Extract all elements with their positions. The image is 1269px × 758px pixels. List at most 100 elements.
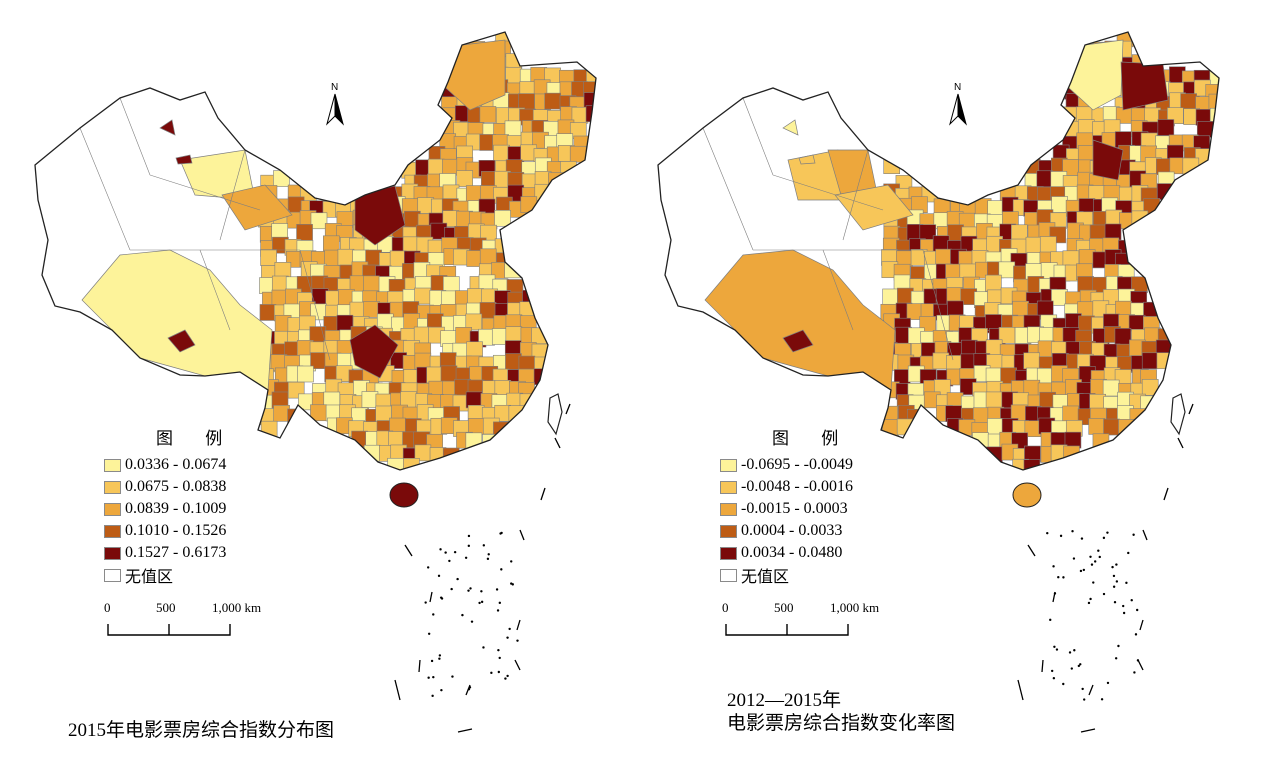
island-dot — [430, 659, 434, 663]
map-region — [493, 144, 510, 162]
map-region — [1128, 314, 1146, 332]
legend-swatch — [104, 502, 121, 516]
legend-swatch — [104, 546, 121, 560]
island-dot — [448, 559, 451, 563]
island-dot — [427, 676, 430, 679]
map-region — [1088, 418, 1106, 435]
island-dot — [497, 670, 501, 674]
island-dot — [1102, 536, 1106, 540]
map-region — [1023, 352, 1040, 370]
map-region — [455, 327, 472, 344]
island-dot — [506, 674, 509, 678]
legend-item: 0.0839 - 0.1009 — [104, 498, 236, 520]
island-dot — [1068, 651, 1072, 654]
north-label: N — [954, 82, 962, 93]
map-region — [947, 300, 964, 318]
island-dot — [432, 613, 435, 616]
island-dot — [1093, 560, 1097, 563]
map-region — [1025, 236, 1043, 254]
map-region — [260, 249, 277, 266]
island-dot — [1087, 601, 1091, 605]
legend-item: 0.0336 - 0.0674 — [104, 454, 236, 476]
island-dot — [1097, 549, 1100, 552]
map-region — [159, 119, 176, 136]
legend-item: -0.0015 - 0.0003 — [720, 498, 853, 520]
island-dot — [1052, 676, 1056, 680]
island-dot — [1083, 698, 1086, 701]
island-dot — [497, 648, 500, 652]
legend-label: -0.0695 - -0.0049 — [741, 456, 853, 473]
map-region — [336, 314, 354, 332]
map-region — [1039, 236, 1057, 253]
map-region — [296, 224, 313, 241]
sea-border-dash — [554, 437, 561, 449]
map-region — [1182, 157, 1200, 175]
island-dot — [1055, 648, 1059, 651]
map-region — [175, 154, 193, 165]
island-dot — [1127, 551, 1130, 555]
island-dot — [427, 632, 431, 635]
sea-border-dash — [540, 487, 546, 501]
island-dot — [1133, 671, 1136, 674]
scale-label-1000: 1,000 km — [830, 600, 880, 615]
island-dot — [1132, 533, 1135, 536]
north-arrow: N — [322, 82, 352, 132]
island-dot — [486, 557, 490, 561]
scale-label-0: 0 — [104, 600, 111, 615]
island-dot — [500, 531, 503, 535]
map-region — [1036, 170, 1054, 188]
legend-swatch-no-data — [104, 568, 121, 582]
island-dot — [456, 577, 459, 581]
island-dot — [1134, 633, 1138, 636]
north-arrow-icon — [326, 93, 344, 126]
china-choropleth-map — [34, 31, 597, 733]
sea-border-dash — [516, 619, 521, 631]
island-dot — [1062, 682, 1065, 686]
legend-title: 图 例 — [156, 429, 237, 448]
map-region — [1103, 418, 1120, 436]
island-dot — [424, 601, 427, 604]
legend-label: 0.0004 - 0.0033 — [741, 522, 843, 539]
island-dot — [438, 657, 441, 660]
legend-label: 0.1527 - 0.6173 — [125, 544, 227, 561]
island-dot — [480, 600, 484, 604]
legend-label: 0.0034 - 0.0480 — [741, 544, 843, 561]
island-dot — [1073, 649, 1076, 652]
sea-border-dash — [1088, 684, 1094, 696]
island-dot — [1046, 531, 1049, 535]
map-region — [1011, 224, 1028, 242]
island-dot — [453, 550, 457, 554]
island-dot — [480, 590, 483, 593]
map-region — [363, 275, 380, 293]
map-caption: 2015年电影票房综合指数分布图 — [68, 719, 334, 742]
scale-label-500: 500 — [774, 600, 794, 615]
caption-line: 2015年电影票房综合指数分布图 — [68, 720, 335, 741]
legend-label: 0.0675 - 0.0838 — [125, 478, 227, 495]
island-dot — [1112, 585, 1116, 588]
island-dot — [1114, 657, 1118, 660]
island-dot — [1106, 531, 1109, 534]
island-dot — [506, 636, 509, 639]
island-dot — [431, 694, 434, 698]
map-region — [1141, 352, 1159, 370]
sea-border-dash — [1017, 679, 1024, 701]
island-dot — [1049, 618, 1052, 622]
map-region — [1180, 93, 1197, 110]
sea-border-dash — [1177, 437, 1184, 449]
map-region — [798, 154, 816, 165]
map-region — [427, 158, 445, 176]
map-region — [221, 184, 293, 231]
map-region — [544, 92, 561, 110]
legend: 图 例 0.0336 - 0.0674 0.0675 - 0.0838 0.08… — [104, 424, 236, 586]
sea-border-dash — [1188, 403, 1194, 415]
legend-swatch — [104, 458, 121, 472]
china-choropleth-map — [657, 31, 1220, 733]
scale-label-1000: 1,000 km — [212, 600, 262, 615]
map-region — [466, 341, 483, 359]
island-dot — [464, 556, 468, 559]
map-region — [1102, 379, 1120, 397]
island-dot — [468, 686, 472, 689]
island-dot — [1053, 592, 1057, 595]
island-dot — [1111, 565, 1114, 569]
map-panel-2012-2015: N 图 例 -0.0695 - -0.0049 -0.0048 - -0.001… — [635, 0, 1269, 758]
